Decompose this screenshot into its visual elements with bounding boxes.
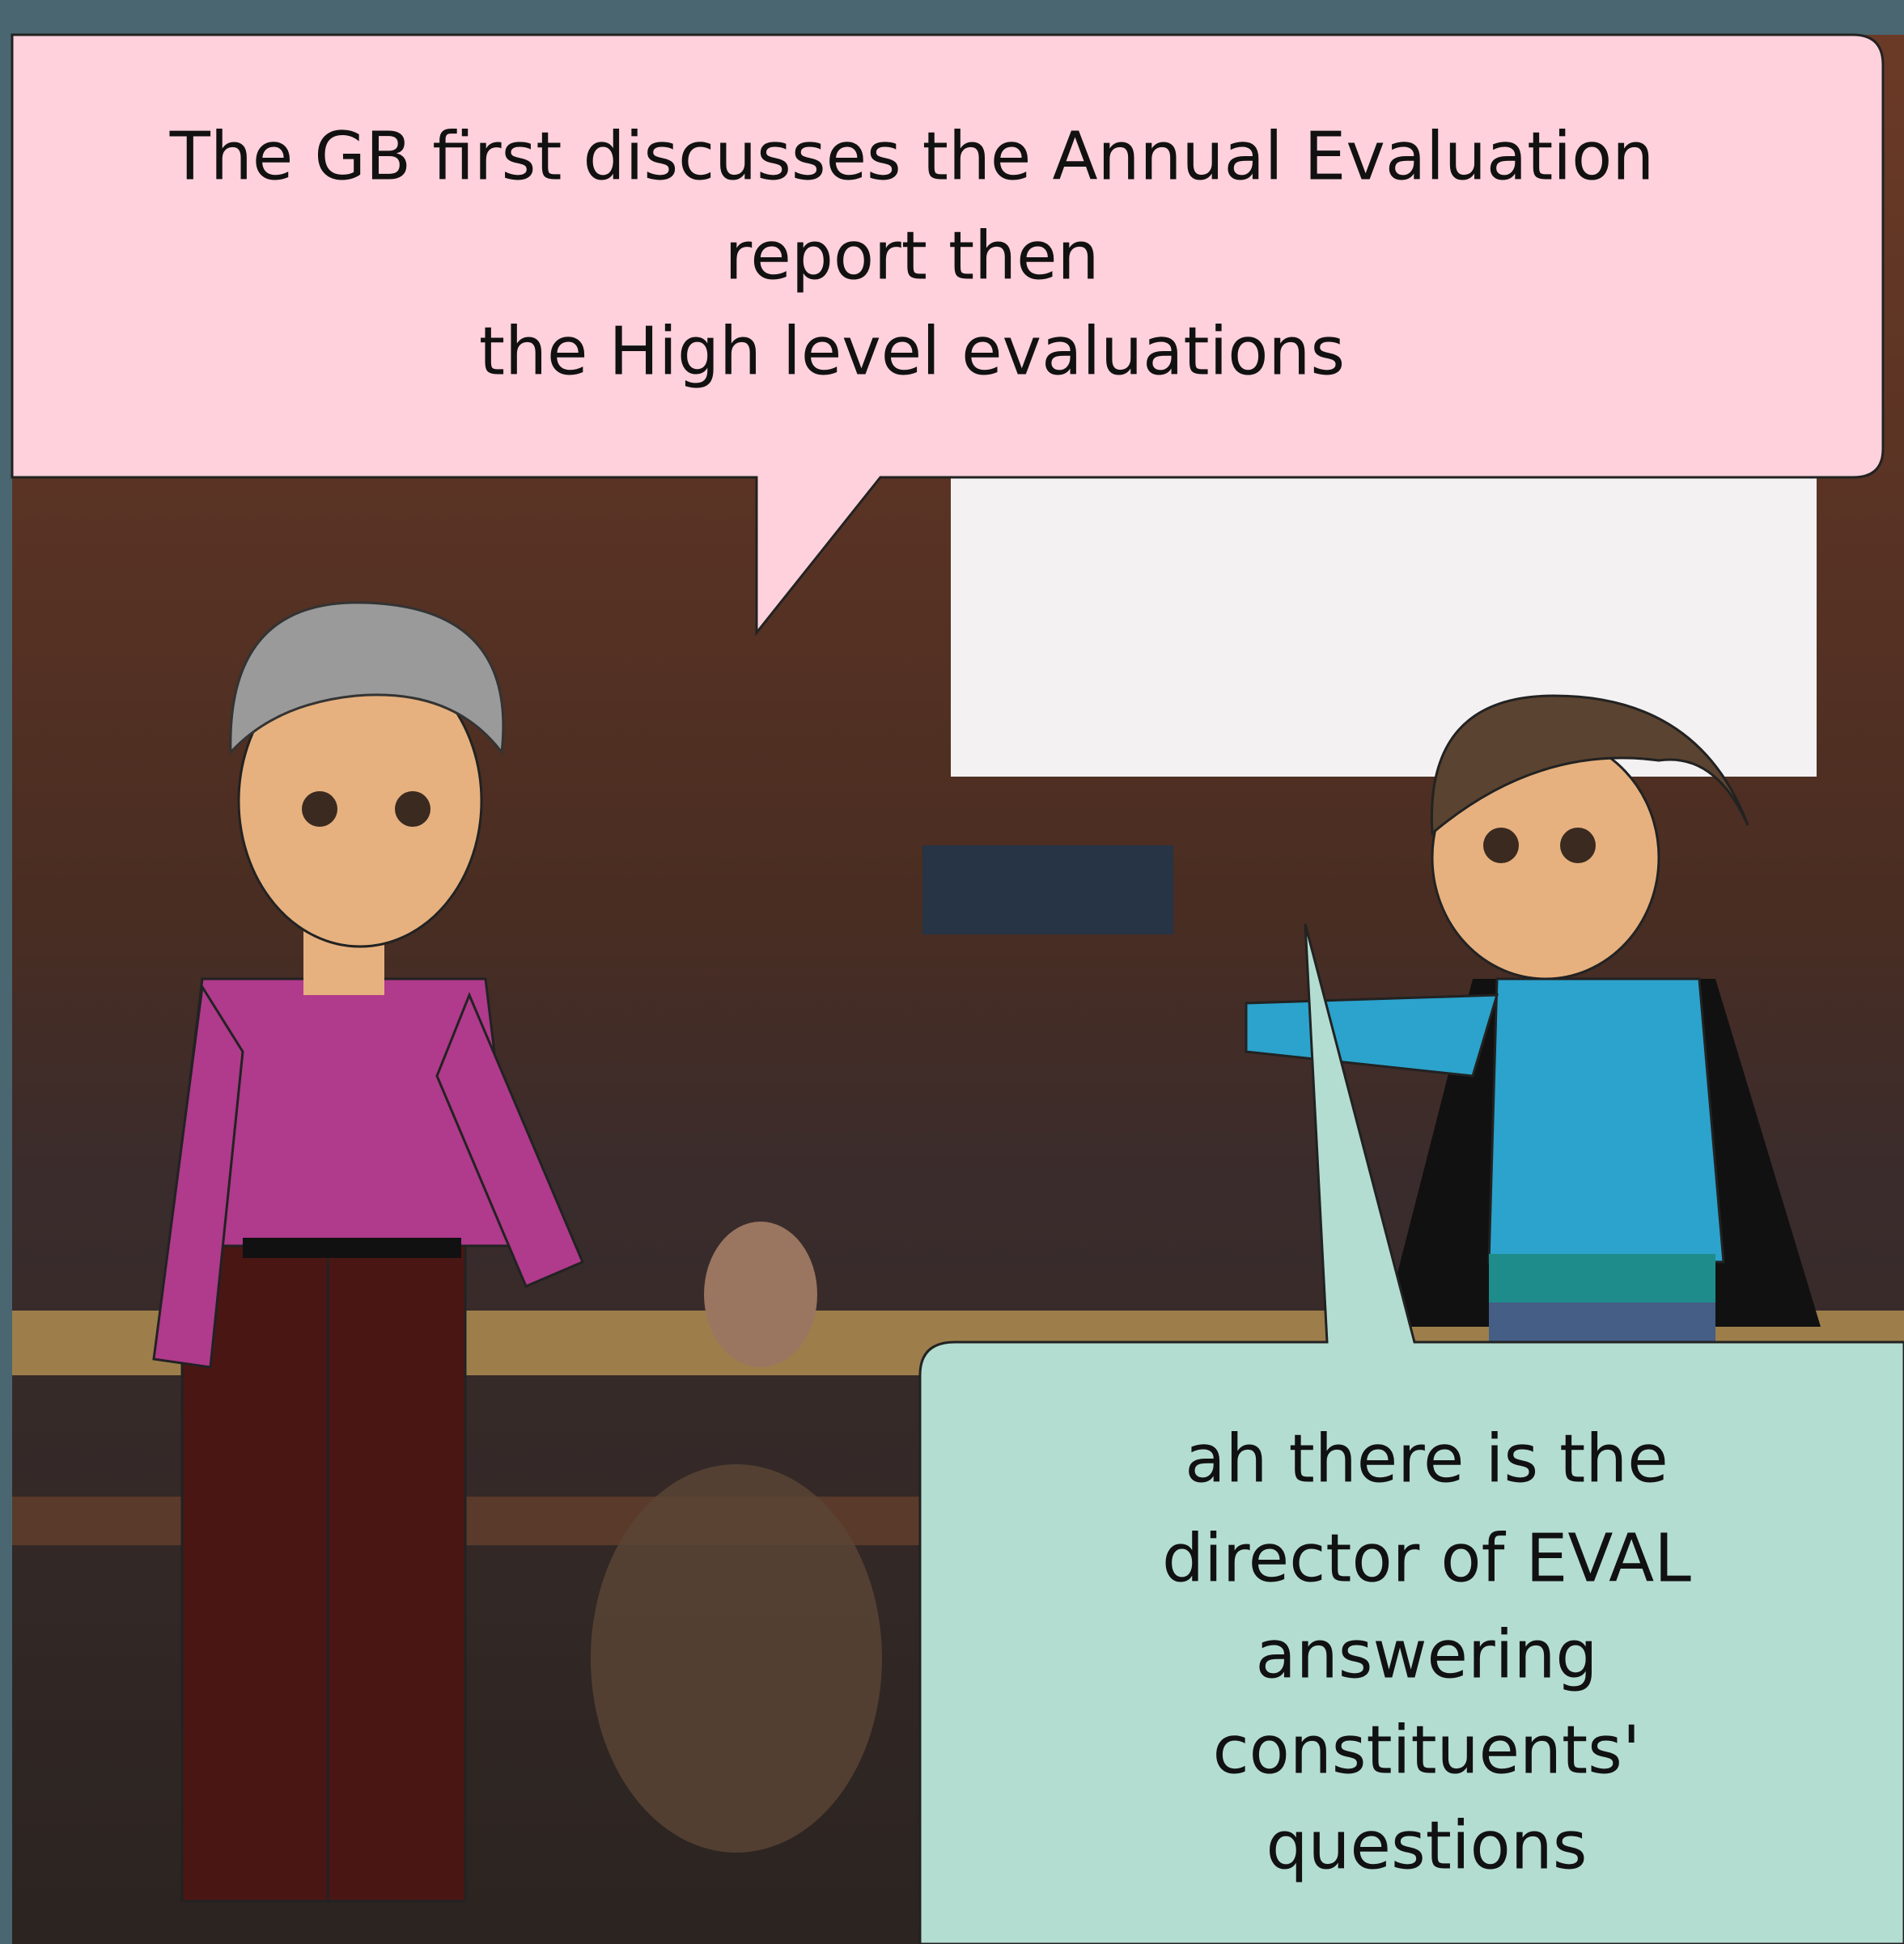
bubble-text: questions [1266, 1807, 1588, 1884]
bubble-text: ah there is the [1185, 1421, 1668, 1497]
audience-head [591, 1464, 882, 1853]
audience-person [704, 1222, 817, 1367]
comic-panel: The GB first discusses the Annual Evalua… [0, 0, 1904, 1944]
bubble-text: constituents' [1213, 1712, 1641, 1789]
projection-screen [951, 477, 1817, 777]
bubble-text: director of EVAL [1162, 1520, 1691, 1597]
bubble-text: the High level evaluations [479, 313, 1345, 390]
page: The GB first discusses the Annual Evalua… [0, 0, 1904, 1944]
bubble-text: report then [724, 218, 1099, 294]
dark-panel [922, 845, 1173, 934]
bubble-text: answering [1256, 1616, 1598, 1693]
bubble-text: The GB first discusses the Annual Evalua… [169, 118, 1654, 195]
